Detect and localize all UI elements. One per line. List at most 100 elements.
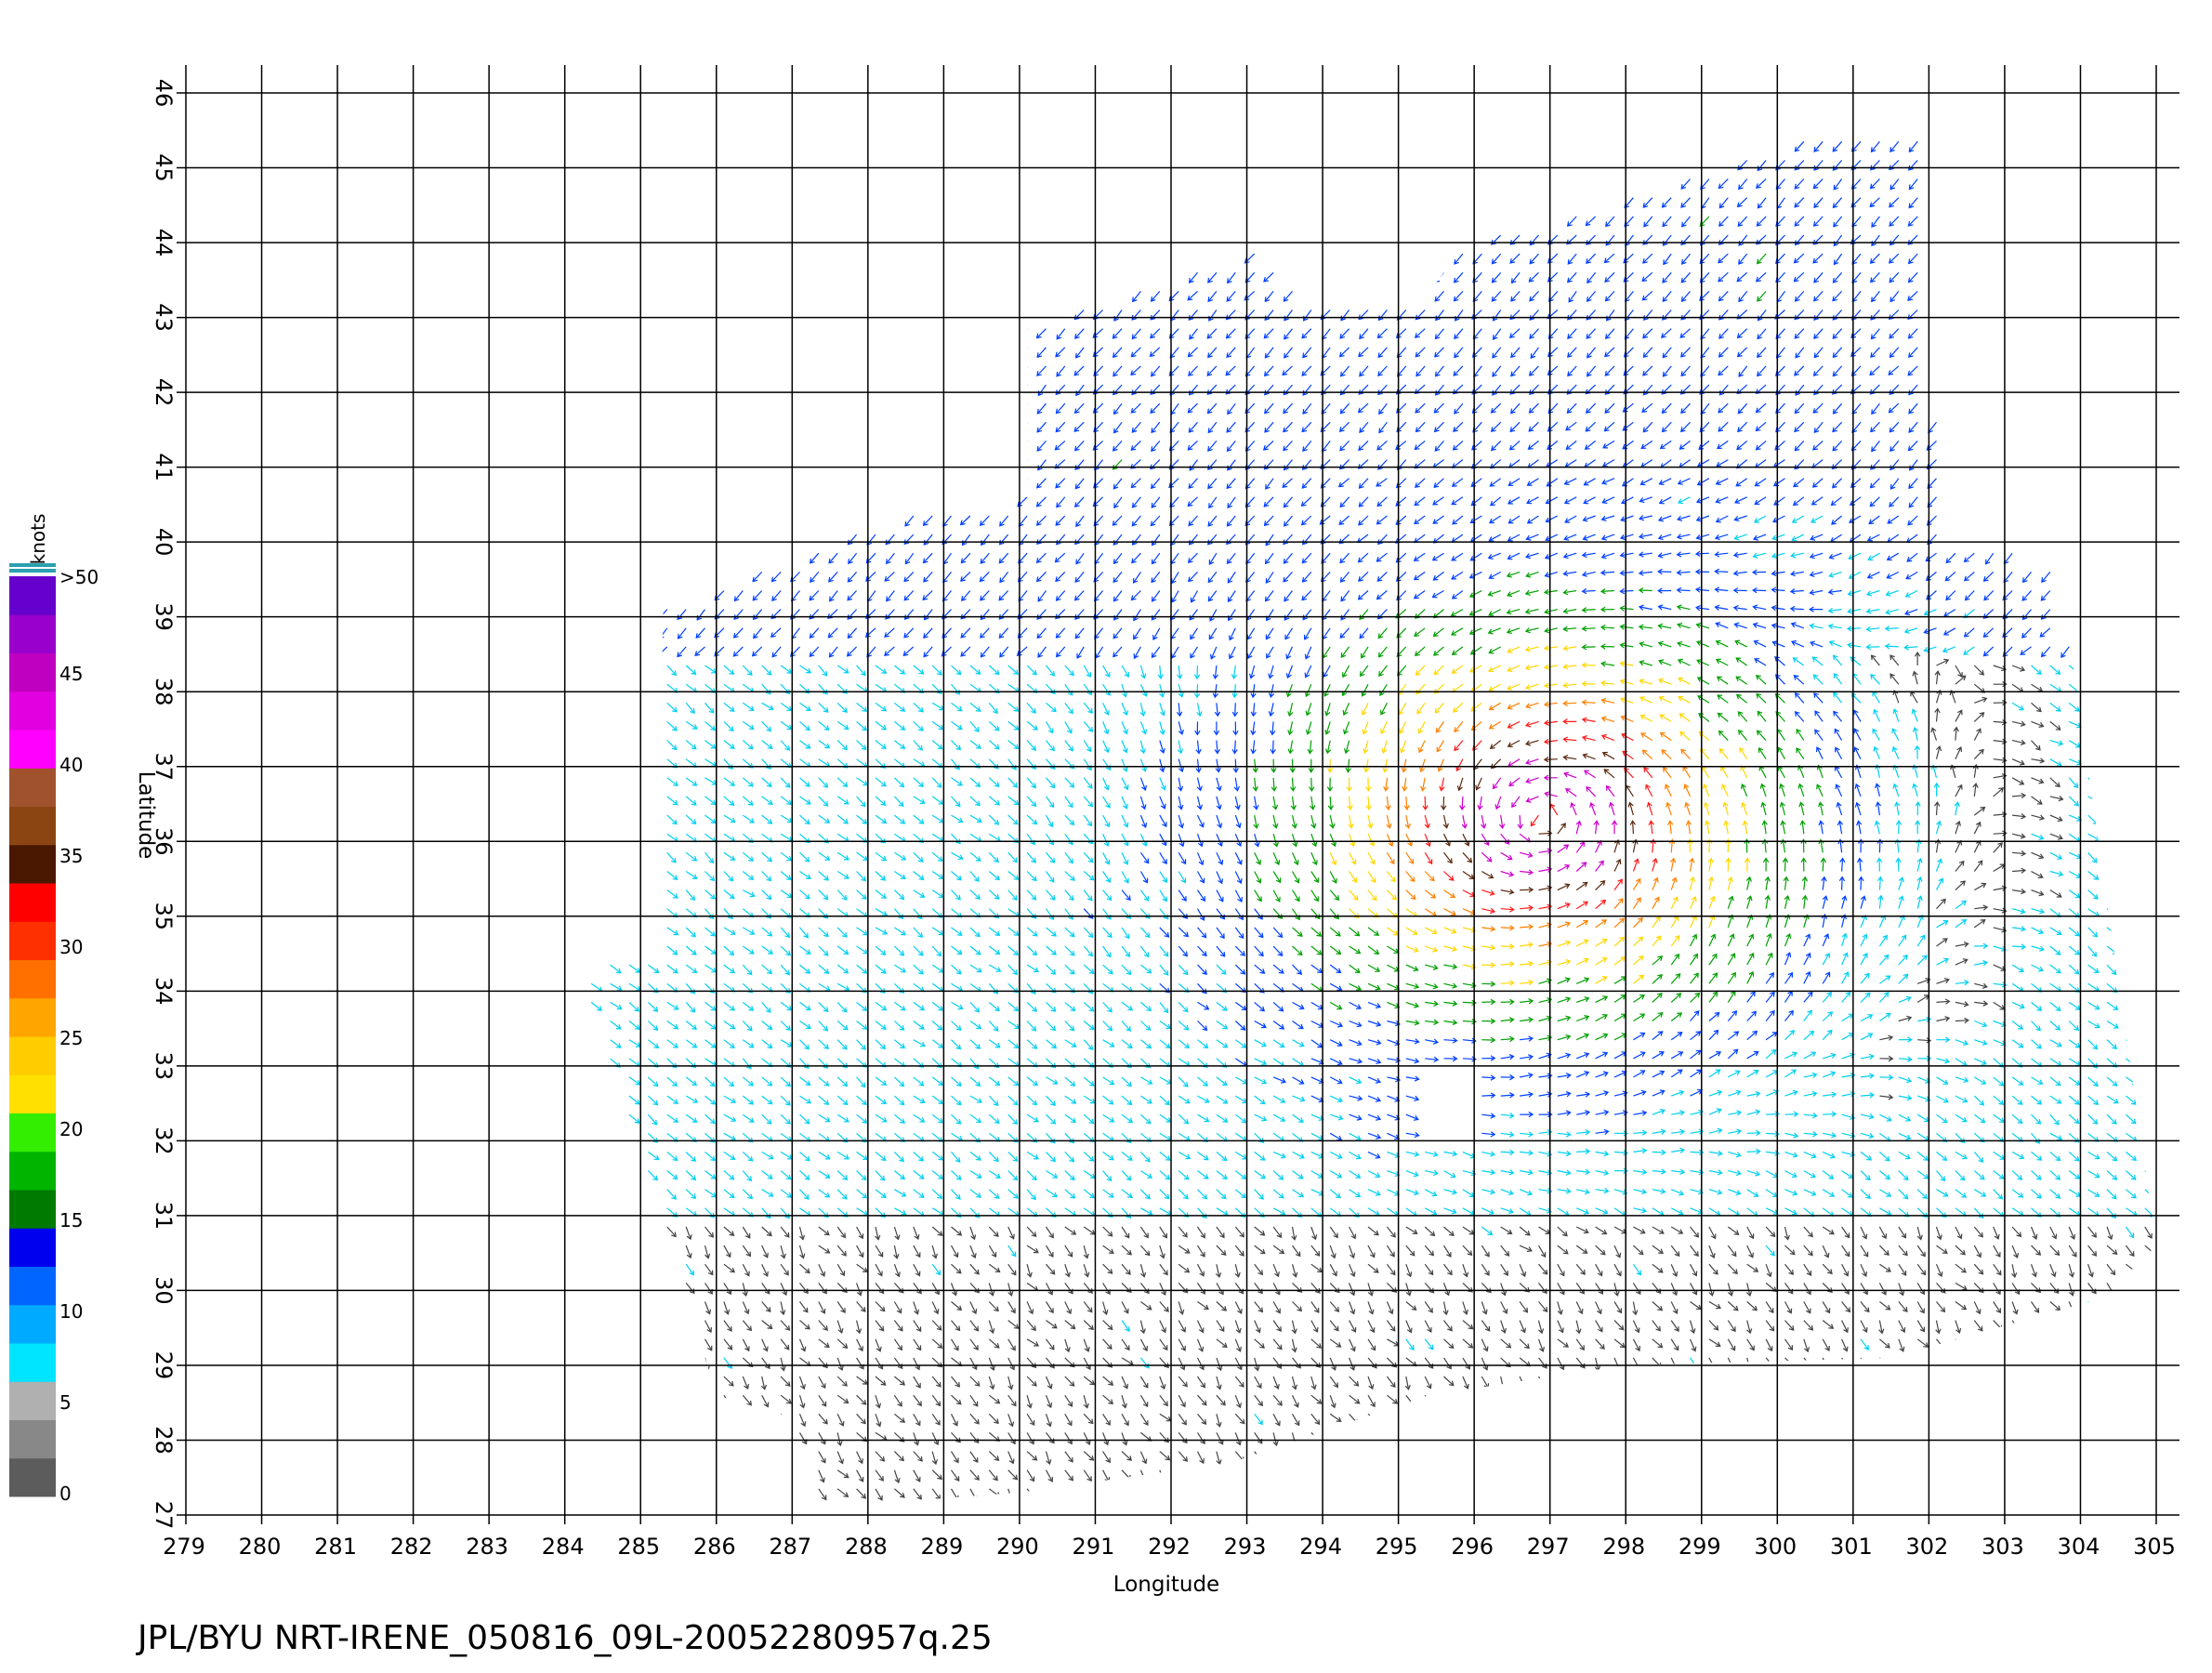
wind-vector	[1433, 478, 1444, 488]
wind-vector	[1860, 1338, 1870, 1350]
wind-vector	[1755, 440, 1767, 451]
wind-vector	[1740, 765, 1748, 779]
wind-vector	[1803, 914, 1810, 929]
wind-vector	[1878, 1245, 1889, 1257]
wind-vector	[1622, 750, 1634, 760]
wind-vector	[2012, 943, 2027, 950]
wind-vector	[1046, 1432, 1055, 1444]
wind-vector	[1329, 1151, 1343, 1159]
wind-vector	[1339, 402, 1350, 415]
wind-vector	[742, 1021, 753, 1032]
wind-vector	[1083, 796, 1094, 808]
wind-vector	[1131, 310, 1141, 321]
wind-vector	[1830, 496, 1842, 506]
wind-vector	[704, 740, 717, 749]
wind-vector	[1102, 852, 1111, 865]
wind-vector	[1377, 347, 1388, 359]
wind-vector	[1064, 945, 1075, 956]
wind-vector	[1833, 672, 1843, 685]
wind-vector	[1291, 834, 1298, 848]
wind-vector	[1159, 1263, 1168, 1276]
wind-vector	[1858, 876, 1864, 890]
wind-vector	[1234, 1226, 1245, 1238]
wind-vector	[723, 1058, 735, 1067]
wind-vector	[1083, 1245, 1089, 1259]
wind-vector	[1716, 459, 1729, 468]
wind-vector	[1007, 1432, 1016, 1445]
wind-vector	[836, 1488, 849, 1497]
wind-vector	[1424, 871, 1435, 882]
wind-vector	[1694, 586, 1709, 593]
wind-vector	[1026, 1189, 1036, 1201]
wind-vector	[780, 1095, 791, 1106]
wind-vector	[1387, 1095, 1401, 1102]
wind-vector	[1982, 571, 1995, 582]
wind-vector	[1714, 604, 1729, 611]
wind-vector	[1481, 851, 1493, 863]
wind-vector	[1234, 852, 1243, 865]
wind-vector	[1469, 552, 1482, 561]
wind-vector	[1083, 889, 1093, 902]
wind-vector	[1216, 1095, 1229, 1104]
wind-vector	[1234, 945, 1245, 956]
wind-vector	[1619, 661, 1634, 667]
wind-vector	[1822, 971, 1831, 984]
wind-vector	[1765, 1189, 1778, 1198]
wind-vector	[1803, 1301, 1811, 1314]
wind-vector	[1358, 440, 1369, 452]
wind-vector	[1633, 1129, 1648, 1136]
wind-vector	[1310, 1095, 1324, 1103]
wind-vector	[1064, 1170, 1075, 1181]
wind-vector	[1149, 347, 1161, 358]
wind-vector	[2068, 1076, 2081, 1086]
wind-vector	[1064, 1226, 1077, 1235]
wind-vector	[1073, 421, 1085, 432]
wind-vector	[913, 1338, 922, 1351]
wind-vector	[666, 1151, 678, 1162]
wind-vector	[1626, 784, 1634, 797]
wind-vector	[1178, 1263, 1191, 1273]
wind-vector	[1652, 1188, 1666, 1194]
wind-vector	[1234, 1245, 1244, 1257]
wind-vector	[2049, 1039, 2062, 1047]
wind-vector	[1771, 623, 1785, 629]
wind-vector	[1177, 740, 1184, 755]
wind-vector	[1459, 796, 1466, 811]
wind-vector	[1443, 908, 1456, 916]
wind-vector	[1413, 552, 1426, 561]
wind-vector	[1359, 609, 1369, 621]
wind-vector	[913, 1263, 921, 1277]
wind-vector	[1469, 646, 1482, 655]
wind-vector	[761, 1320, 773, 1330]
lon-tick-label: 280	[239, 1534, 282, 1560]
wind-vector	[677, 646, 687, 658]
wind-vector	[1424, 1338, 1434, 1350]
wind-vector	[2022, 572, 2032, 584]
wind-vector	[1935, 1263, 1943, 1278]
wind-vector	[1600, 679, 1615, 687]
wind-vector	[1869, 496, 1880, 507]
wind-vector	[969, 1189, 981, 1198]
wind-vector	[1197, 1039, 1209, 1049]
wind-vector	[1507, 720, 1521, 729]
wind-vector	[1462, 1207, 1476, 1216]
wind-vector	[1159, 889, 1167, 902]
wind-vector	[913, 777, 924, 788]
wind-vector	[1733, 515, 1747, 522]
wind-vector	[1955, 1001, 1969, 1008]
wind-vector	[1803, 970, 1811, 984]
wind-vector	[1585, 421, 1597, 432]
wind-vector	[1007, 1245, 1017, 1258]
wind-vector	[1140, 964, 1152, 974]
wind-vector	[1690, 1207, 1704, 1215]
wind-vector	[875, 1488, 883, 1501]
wind-vector	[1777, 746, 1786, 759]
wind-vector	[1659, 440, 1672, 450]
wind-vector	[799, 1263, 810, 1274]
wind-vector	[1386, 871, 1396, 883]
wind-vector	[761, 1039, 773, 1049]
wind-vector	[2106, 1170, 2118, 1180]
wind-vector	[1083, 1001, 1095, 1012]
wind-vector	[1889, 291, 1900, 303]
wind-vector	[1265, 478, 1274, 490]
